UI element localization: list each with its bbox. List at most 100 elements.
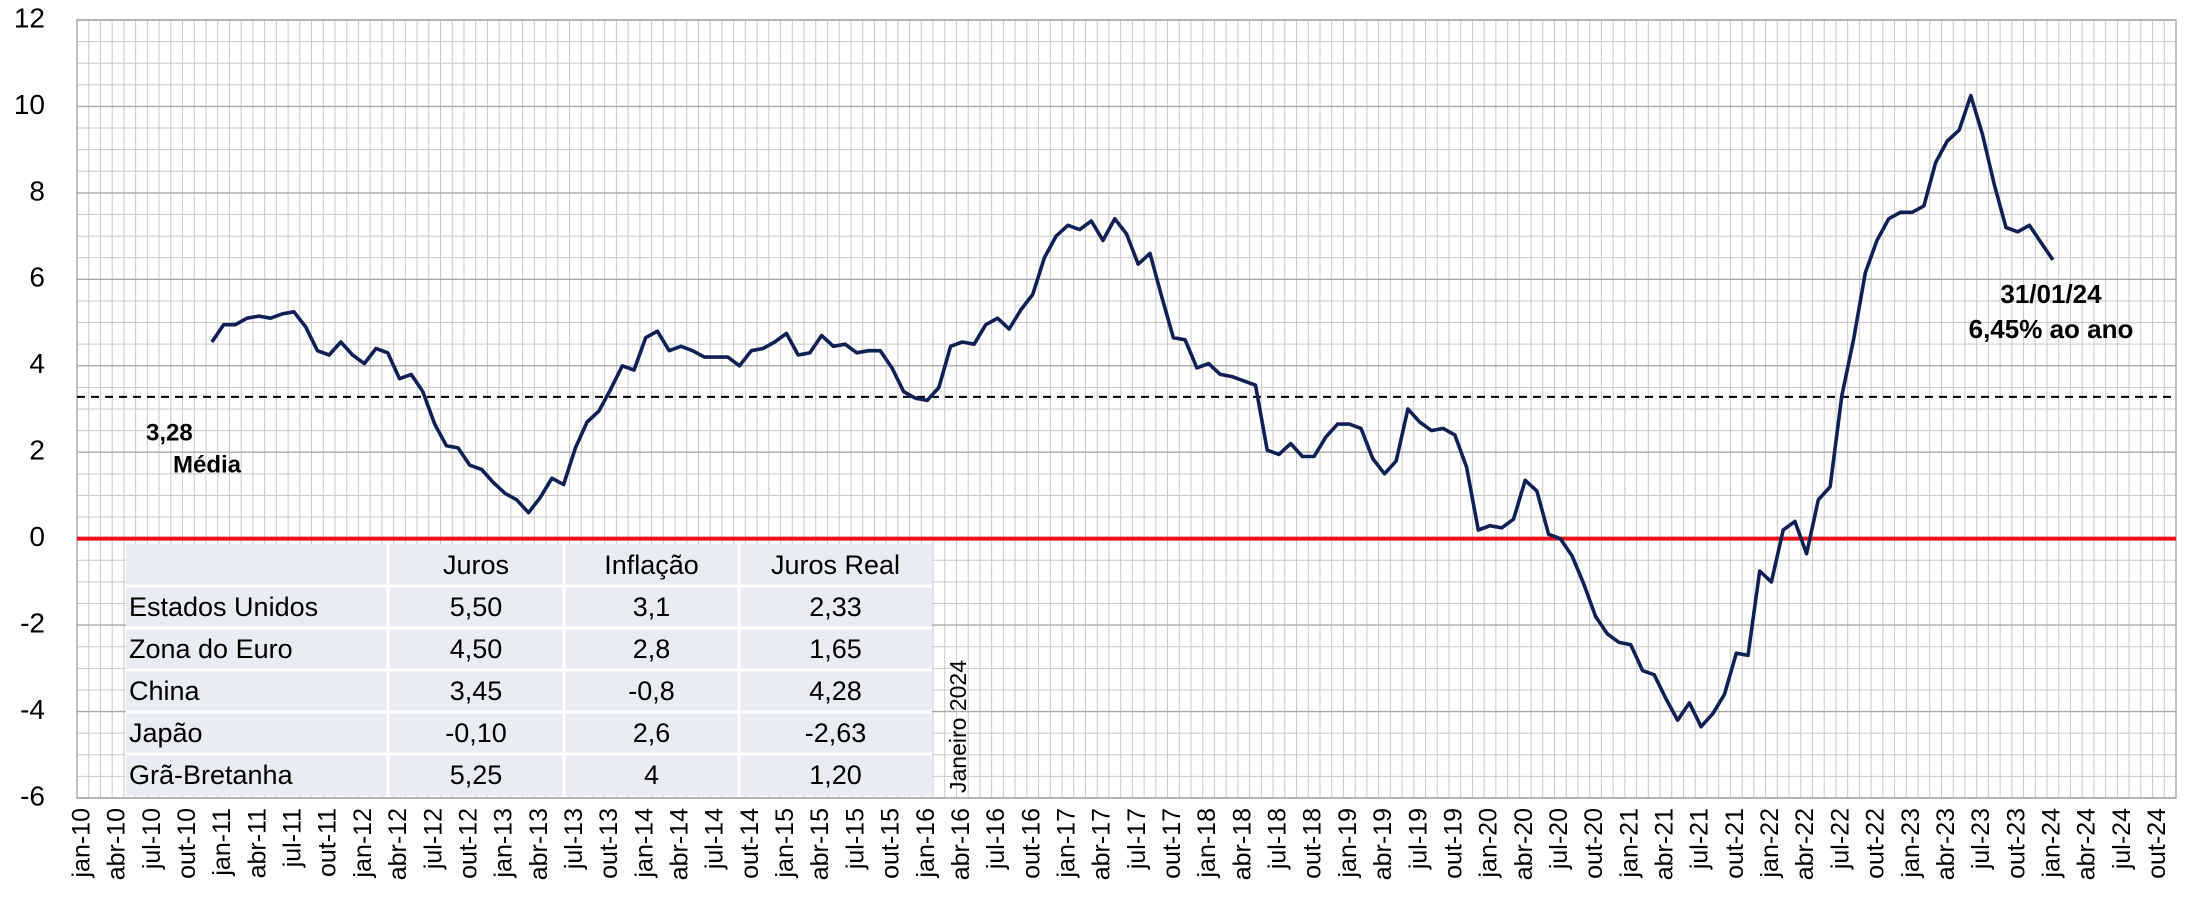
x-tick-label: abr-23 <box>1932 808 1960 880</box>
table-header: Juros Real <box>771 550 900 580</box>
mean-label: Média <box>173 451 242 478</box>
y-tick-label: -2 <box>20 608 45 639</box>
x-tick-label: out-19 <box>1439 808 1467 879</box>
x-tick-label: out-18 <box>1299 808 1327 879</box>
table-cell: 1,65 <box>809 634 862 664</box>
x-tick-label: jan-19 <box>1334 808 1362 879</box>
x-tick-label: jan-22 <box>1756 808 1784 879</box>
table-cell: -0,10 <box>445 718 507 748</box>
x-tick-label: out-20 <box>1580 808 1608 879</box>
x-tick-label: abr-12 <box>384 808 412 880</box>
table-cell: 2,8 <box>633 634 671 664</box>
x-tick-label: jul-11 <box>279 808 307 868</box>
y-tick-label: -4 <box>20 694 45 725</box>
x-tick-label: abr-14 <box>666 808 694 880</box>
x-tick-label: jul-13 <box>560 808 588 870</box>
x-tick-label: jul-19 <box>1404 808 1432 870</box>
x-tick-label: abr-16 <box>947 808 975 880</box>
x-tick-label: jul-24 <box>2108 808 2136 870</box>
x-tick-label: jul-17 <box>1123 808 1151 870</box>
x-tick-label: abr-18 <box>1228 808 1256 880</box>
table-row-label: Estados Unidos <box>129 592 318 622</box>
x-tick-label: out-12 <box>454 808 482 879</box>
table-row-label: Grã-Bretanha <box>129 760 294 790</box>
x-tick-label: jan-10 <box>67 808 95 879</box>
note: Janeiro 2024 <box>945 660 971 793</box>
table-row-label: Japão <box>129 718 203 748</box>
y-tick-label: 12 <box>14 2 45 33</box>
table-row-label: China <box>129 676 201 706</box>
x-tick-label: jan-14 <box>630 808 658 879</box>
x-tick-label: jan-12 <box>349 808 377 879</box>
x-tick-label: jan-18 <box>1193 808 1221 879</box>
x-tick-label: jul-15 <box>841 808 869 870</box>
table-row-label: Zona do Euro <box>129 634 293 664</box>
x-tick-label: jul-21 <box>1686 808 1714 870</box>
x-tick-label: abr-19 <box>1369 808 1397 880</box>
table-cell: 4,28 <box>809 676 862 706</box>
x-tick-label: jan-11 <box>208 808 236 877</box>
annotation-rate: 6,45% ao ano <box>1969 314 2134 344</box>
table-cell: -2,63 <box>805 718 867 748</box>
table-cell: 4 <box>644 760 659 790</box>
x-tick-label: out-15 <box>877 808 905 879</box>
x-tick-label: jan-24 <box>2037 808 2065 879</box>
x-tick-label: jul-20 <box>1545 808 1573 870</box>
x-tick-label: jul-16 <box>982 808 1010 870</box>
series-line <box>210 93 2055 729</box>
x-tick-label: abr-21 <box>1651 808 1679 880</box>
x-tick-label: out-14 <box>736 808 764 879</box>
table-header: Juros <box>443 550 509 580</box>
x-tick-label: abr-24 <box>2073 808 2101 880</box>
y-tick-label: 10 <box>14 89 45 120</box>
x-tick-label: abr-11 <box>243 808 271 878</box>
table-cell: 3,1 <box>633 592 671 622</box>
x-tick-label: jul-23 <box>1967 808 1995 870</box>
table-cell: -0,8 <box>628 676 675 706</box>
x-tick-label: jul-22 <box>1826 808 1854 870</box>
x-tick-label: abr-22 <box>1791 808 1819 880</box>
x-tick-label: out-21 <box>1721 808 1749 879</box>
x-tick-label: jan-17 <box>1052 808 1080 879</box>
table-cell: 2,33 <box>809 592 862 622</box>
x-tick-label: jan-23 <box>1897 808 1925 879</box>
table-cell: 2,6 <box>633 718 671 748</box>
table-header: Inflação <box>604 550 699 580</box>
x-tick-label: out-24 <box>2143 808 2171 879</box>
x-tick-label: abr-13 <box>525 808 553 880</box>
x-tick-label: jan-21 <box>1615 808 1643 879</box>
x-tick-label: out-16 <box>1017 808 1045 879</box>
x-tick-label: jul-18 <box>1264 808 1292 870</box>
x-tick-label: abr-10 <box>103 808 131 880</box>
y-tick-label: 4 <box>29 348 45 379</box>
y-tick-label: 0 <box>29 521 45 552</box>
y-tick-label: -6 <box>20 780 45 811</box>
x-tick-label: jan-16 <box>912 808 940 879</box>
table-cell: 1,20 <box>809 760 862 790</box>
y-tick-label: 6 <box>29 262 45 293</box>
x-tick-label: jul-12 <box>419 808 447 870</box>
x-tick-label: jan-15 <box>771 808 799 879</box>
x-tick-label: abr-15 <box>806 808 834 880</box>
x-tick-label: jan-13 <box>490 808 518 879</box>
table-cell: 5,25 <box>450 760 503 790</box>
x-tick-label: jul-14 <box>701 808 729 870</box>
annotation-date: 31/01/24 <box>2000 279 2102 309</box>
x-tick-label: out-17 <box>1158 808 1186 879</box>
x-tick-label: out-22 <box>1862 808 1890 879</box>
table-cell: 5,50 <box>450 592 503 622</box>
x-tick-label: jul-10 <box>138 808 166 870</box>
y-tick-label: 2 <box>29 435 45 466</box>
mean-value-label: 3,28 <box>146 419 193 446</box>
x-tick-label: out-23 <box>2002 808 2030 879</box>
x-tick-label: out-11 <box>314 808 342 877</box>
plot-border <box>76 19 2177 799</box>
table-cell: 3,45 <box>450 676 503 706</box>
x-tick-label: abr-17 <box>1088 808 1116 880</box>
x-tick-label: out-10 <box>173 808 201 879</box>
x-tick-label: out-13 <box>595 808 623 879</box>
table-cell: 4,50 <box>450 634 503 664</box>
x-tick-label: abr-20 <box>1510 808 1538 880</box>
